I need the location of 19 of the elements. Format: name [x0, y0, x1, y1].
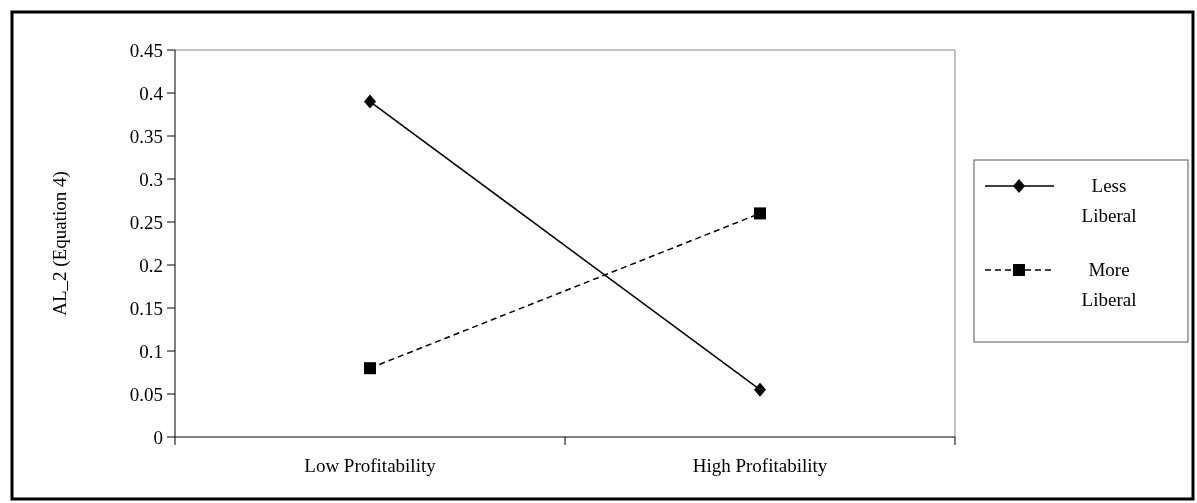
y-tick-label: 0.15 [129, 297, 163, 319]
y-tick-label: 0.2 [139, 254, 163, 276]
point [754, 382, 766, 397]
legend-label: More Liberal [1081, 259, 1137, 310]
y-axis-title: AL_2 (Equation 4) [49, 171, 71, 316]
x-tick-label: High Profitability [692, 455, 828, 476]
y-tick-label: 0.3 [139, 168, 163, 190]
x-tick-label: Low Profitability [304, 455, 437, 476]
point [754, 207, 766, 220]
y-tick-label: 0.4 [139, 82, 164, 104]
y-tick-label: 0.25 [129, 211, 163, 233]
y-tick-label: 0.35 [129, 125, 163, 147]
y-tick-label: 0 [153, 426, 163, 448]
legend-label: Less Liberal [1081, 175, 1137, 226]
y-tick-label: 0.45 [129, 39, 163, 61]
point [364, 362, 376, 375]
y-tick-label: 0.1 [139, 340, 163, 362]
y-tick-label: 0.05 [129, 383, 163, 405]
point [364, 94, 376, 109]
